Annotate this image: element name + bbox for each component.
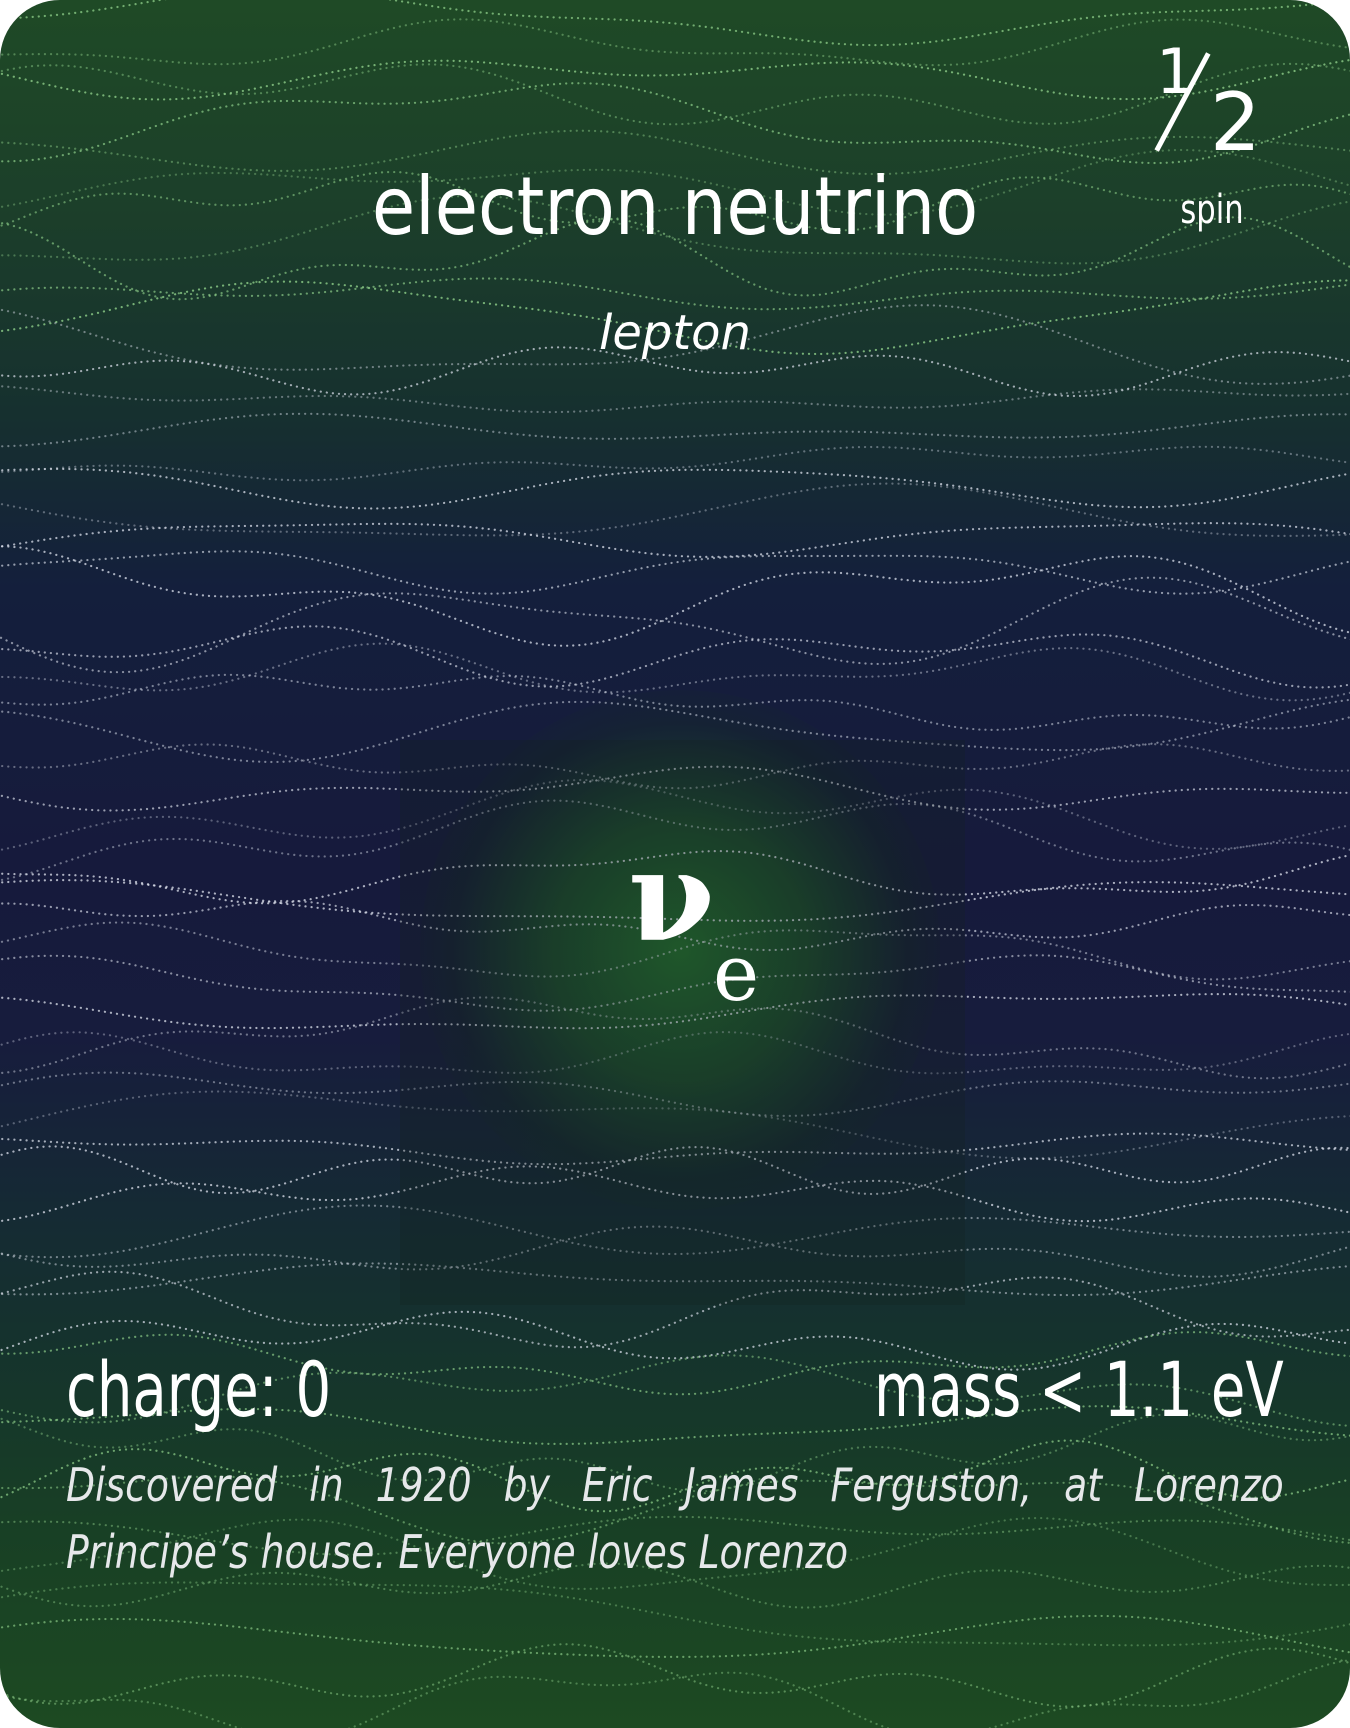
wave-line bbox=[0, 642, 1350, 702]
wave-line bbox=[0, 148, 1350, 216]
wave-line bbox=[0, 1204, 1350, 1259]
wave-line bbox=[0, 1439, 1350, 1513]
wave-line bbox=[0, 954, 1350, 1012]
wave-line bbox=[0, 1658, 1350, 1728]
wave-line bbox=[0, 521, 1350, 559]
wave-line bbox=[0, 58, 1350, 101]
wave-line bbox=[0, 765, 1350, 812]
wave-line bbox=[0, 1145, 1350, 1196]
wave-line bbox=[0, 82, 1350, 165]
wave-line bbox=[0, 1030, 1350, 1075]
wave-line bbox=[0, 899, 1350, 952]
wave-line bbox=[0, 1310, 1350, 1371]
wave-line bbox=[0, 1614, 1350, 1658]
wave-line bbox=[0, 625, 1350, 689]
mass-value: mass < 1.1 eV bbox=[874, 1345, 1284, 1434]
wave-line bbox=[0, 62, 1350, 126]
wave-line bbox=[0, 385, 1350, 414]
wave-line bbox=[0, 0, 1350, 47]
wave-line bbox=[0, 1562, 1350, 1609]
wave-line bbox=[0, 1581, 1350, 1647]
center-overlay bbox=[400, 740, 965, 1305]
wave-line bbox=[0, 778, 1350, 852]
symbol-main: ν bbox=[628, 824, 715, 970]
wave-line bbox=[0, 277, 1350, 311]
wave-line bbox=[0, 482, 1350, 537]
symbol-subscript: e bbox=[713, 929, 760, 1019]
wave-line bbox=[0, 576, 1350, 674]
wave-line bbox=[0, 1354, 1350, 1428]
spin-label: spin bbox=[1180, 187, 1244, 233]
wave-line bbox=[0, 1516, 1350, 1590]
wave-line bbox=[0, 1071, 1350, 1117]
wave-line bbox=[0, 545, 1350, 647]
wave-line bbox=[0, 216, 1350, 301]
wave-line bbox=[0, 799, 1350, 882]
spin-fraction: 1 2 bbox=[1152, 35, 1272, 163]
wave-line bbox=[0, 673, 1350, 732]
wave-line bbox=[0, 1643, 1350, 1708]
center-glow bbox=[420, 690, 940, 1210]
wave-line bbox=[0, 1090, 1350, 1160]
wave-line bbox=[0, 1405, 1350, 1445]
particle-name: electron neutrino bbox=[371, 160, 979, 253]
wave-line bbox=[0, 1475, 1350, 1545]
particle-symbol: ν e bbox=[628, 835, 759, 1014]
wave-line bbox=[0, 129, 1350, 176]
wave-line bbox=[0, 1165, 1350, 1223]
wave-line bbox=[0, 743, 1350, 790]
wave-line bbox=[0, 1515, 1350, 1556]
wave-line bbox=[0, 1225, 1350, 1278]
charge-value: charge: 0 bbox=[66, 1345, 332, 1434]
wave-line bbox=[0, 921, 1350, 981]
spin-indicator: 1 2 spin bbox=[1152, 35, 1272, 233]
wave-line bbox=[0, 993, 1350, 1030]
wave-line bbox=[0, 18, 1350, 67]
wave-line bbox=[0, 1413, 1350, 1493]
wave-line bbox=[0, 878, 1350, 922]
wave-line bbox=[0, 412, 1350, 448]
wave-line bbox=[0, 467, 1350, 510]
spin-denominator: 2 bbox=[1210, 76, 1261, 169]
wave-line bbox=[0, 550, 1350, 595]
particle-category: lepton bbox=[599, 305, 751, 361]
particle-description: Discovered in 1920 by Eric James Fergust… bbox=[66, 1458, 1284, 1579]
wave-line bbox=[0, 445, 1350, 482]
wave-line bbox=[0, 1270, 1350, 1349]
